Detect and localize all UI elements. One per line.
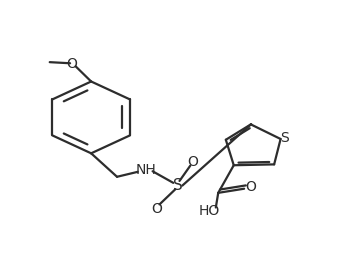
Text: O: O (67, 57, 78, 71)
Text: O: O (245, 180, 256, 194)
Text: S: S (173, 177, 182, 193)
Text: NH: NH (136, 163, 157, 177)
Text: S: S (280, 131, 289, 145)
Text: O: O (151, 201, 162, 216)
Text: HO: HO (199, 204, 220, 218)
Text: O: O (188, 155, 198, 169)
